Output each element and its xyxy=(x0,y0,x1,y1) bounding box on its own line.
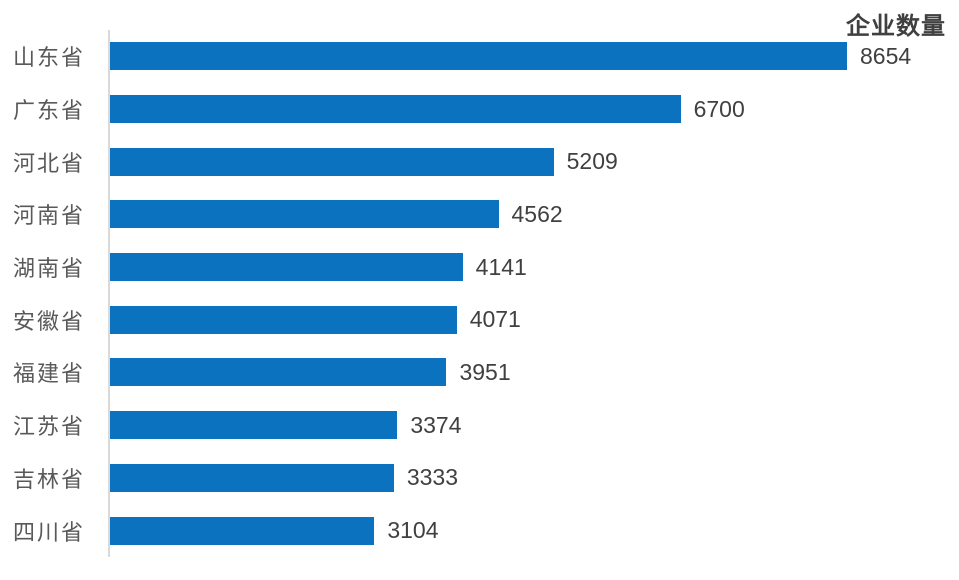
value-label: 3374 xyxy=(410,411,462,438)
bar-row: 山东省 8654 xyxy=(0,30,959,83)
category-label: 广东省 xyxy=(13,99,86,125)
bar-row: 河北省 5209 xyxy=(0,135,959,188)
bar xyxy=(110,411,398,440)
bar-row: 安徽省 4071 xyxy=(0,293,959,346)
value-label: 3951 xyxy=(459,358,511,385)
category-label: 四川省 xyxy=(13,520,86,546)
category-label: 河南省 xyxy=(13,204,86,230)
bar-row: 江苏省 3374 xyxy=(0,399,959,452)
y-axis-line xyxy=(108,30,110,557)
bar-row: 四川省 3104 xyxy=(0,504,959,557)
bar xyxy=(110,358,447,387)
bar xyxy=(110,200,499,229)
value-label: 3104 xyxy=(387,517,439,544)
category-label: 安徽省 xyxy=(13,309,86,335)
bar-row: 广东省 6700 xyxy=(0,83,959,136)
value-label: 6700 xyxy=(693,95,745,122)
category-label: 湖南省 xyxy=(13,257,86,283)
bar-row: 福建省 3951 xyxy=(0,346,959,399)
category-label: 吉林省 xyxy=(13,467,86,493)
bar xyxy=(110,95,681,124)
bar-row: 河南省 4562 xyxy=(0,188,959,241)
bar xyxy=(110,147,554,176)
bar xyxy=(110,253,463,282)
bar xyxy=(110,516,375,545)
value-label: 3333 xyxy=(406,464,459,491)
category-label: 江苏省 xyxy=(13,415,86,441)
value-label: 4141 xyxy=(475,253,527,280)
bar-row: 湖南省 4141 xyxy=(0,241,959,294)
category-label: 福建省 xyxy=(13,362,86,388)
bar-row: 吉林省 3333 xyxy=(0,452,959,505)
value-label: 4071 xyxy=(469,306,521,333)
value-label: 8654 xyxy=(860,42,912,69)
bar xyxy=(110,463,394,492)
chart-title: 企业数量 xyxy=(846,12,946,40)
plot-area: 山东省 8654 广东省 6700 河北省 5209 河南省 4562 湖南省 … xyxy=(0,30,959,557)
value-label: 5209 xyxy=(566,148,618,175)
bar xyxy=(110,305,457,334)
bar xyxy=(110,42,847,71)
category-label: 山东省 xyxy=(13,46,86,72)
value-label: 4562 xyxy=(511,200,563,227)
category-label: 河北省 xyxy=(13,151,86,177)
